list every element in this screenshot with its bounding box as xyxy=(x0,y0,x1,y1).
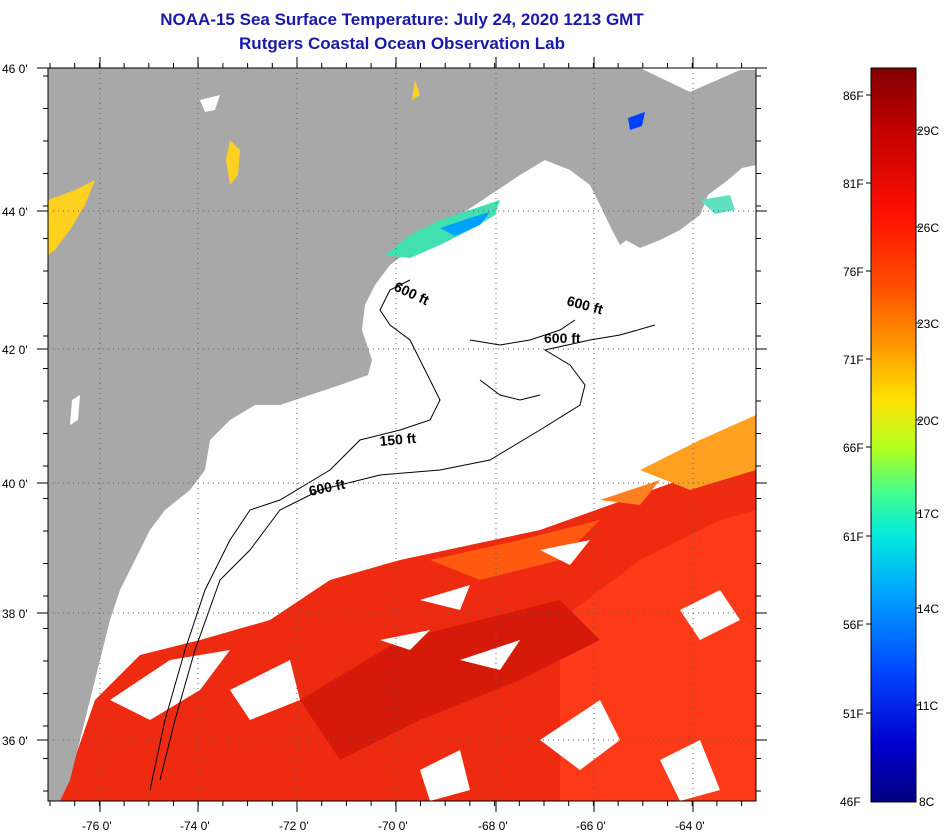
lat-label: 42 0' xyxy=(2,343,28,357)
temperature-colorbar xyxy=(870,67,917,803)
lat-label: 36 0' xyxy=(2,734,28,748)
celsius-label: 11C xyxy=(917,699,938,713)
lon-label: -70 0' xyxy=(378,819,408,832)
fahrenheit-label: 66F xyxy=(843,441,864,455)
map-subtitle: Rutgers Coastal Ocean Observation Lab xyxy=(239,34,565,53)
celsius-labels: 29C 26C 23C 20C 17C 14C 11C 8C xyxy=(917,124,939,809)
lon-label: -66 0' xyxy=(576,819,606,832)
cloud-patches xyxy=(110,540,740,801)
graticule xyxy=(48,68,756,801)
latitude-labels: 46 0' 44 0' 42 0' 40 0' 38 0' 36 0' xyxy=(2,62,28,748)
fahrenheit-label: 51F xyxy=(843,707,864,721)
inland-lakes xyxy=(70,95,220,425)
bathymetry-contours xyxy=(149,279,656,791)
colorbar-ticks xyxy=(866,94,921,714)
contour-label: 600 ft xyxy=(544,330,581,346)
lat-label: 40 0' xyxy=(2,477,28,491)
celsius-label: 8C xyxy=(919,795,935,809)
celsius-label: 17C xyxy=(917,507,939,521)
fahrenheit-label: 76F xyxy=(843,265,864,279)
celsius-label: 29C xyxy=(917,124,939,138)
lat-label: 44 0' xyxy=(2,205,28,219)
lat-label: 38 0' xyxy=(2,607,28,621)
celsius-label: 26C xyxy=(917,221,939,235)
contour-label: 600 ft xyxy=(307,476,346,499)
lon-label: -74 0' xyxy=(180,819,210,832)
fahrenheit-label: 86F xyxy=(843,89,864,103)
contour-label: 150 ft xyxy=(379,430,417,449)
sst-inland-warm xyxy=(48,80,420,255)
fahrenheit-label: 81F xyxy=(843,177,864,191)
land-masses xyxy=(48,68,756,801)
fahrenheit-label: 71F xyxy=(843,353,864,367)
fahrenheit-label: 46F xyxy=(840,795,861,809)
lon-label: -68 0' xyxy=(478,819,508,832)
axis-ticks xyxy=(37,57,767,812)
celsius-label: 14C xyxy=(917,602,939,616)
fahrenheit-label: 56F xyxy=(843,618,864,632)
celsius-label: 20C xyxy=(917,414,939,428)
fahrenheit-labels: 86F 81F 76F 71F 66F 61F 56F 51F 46F xyxy=(840,89,864,809)
sst-cool-field xyxy=(385,112,735,258)
map-frame xyxy=(47,67,757,802)
map-area xyxy=(48,68,756,801)
longitude-labels: -76 0' -74 0' -72 0' -70 0' -68 0' -66 0… xyxy=(82,819,705,832)
fahrenheit-label: 61F xyxy=(843,530,864,544)
lat-label: 46 0' xyxy=(2,62,28,76)
lon-label: -64 0' xyxy=(675,819,705,832)
lon-label: -76 0' xyxy=(82,819,112,832)
lon-label: -72 0' xyxy=(279,819,309,832)
celsius-label: 23C xyxy=(917,317,939,331)
map-title: NOAA-15 Sea Surface Temperature: July 24… xyxy=(160,10,644,29)
